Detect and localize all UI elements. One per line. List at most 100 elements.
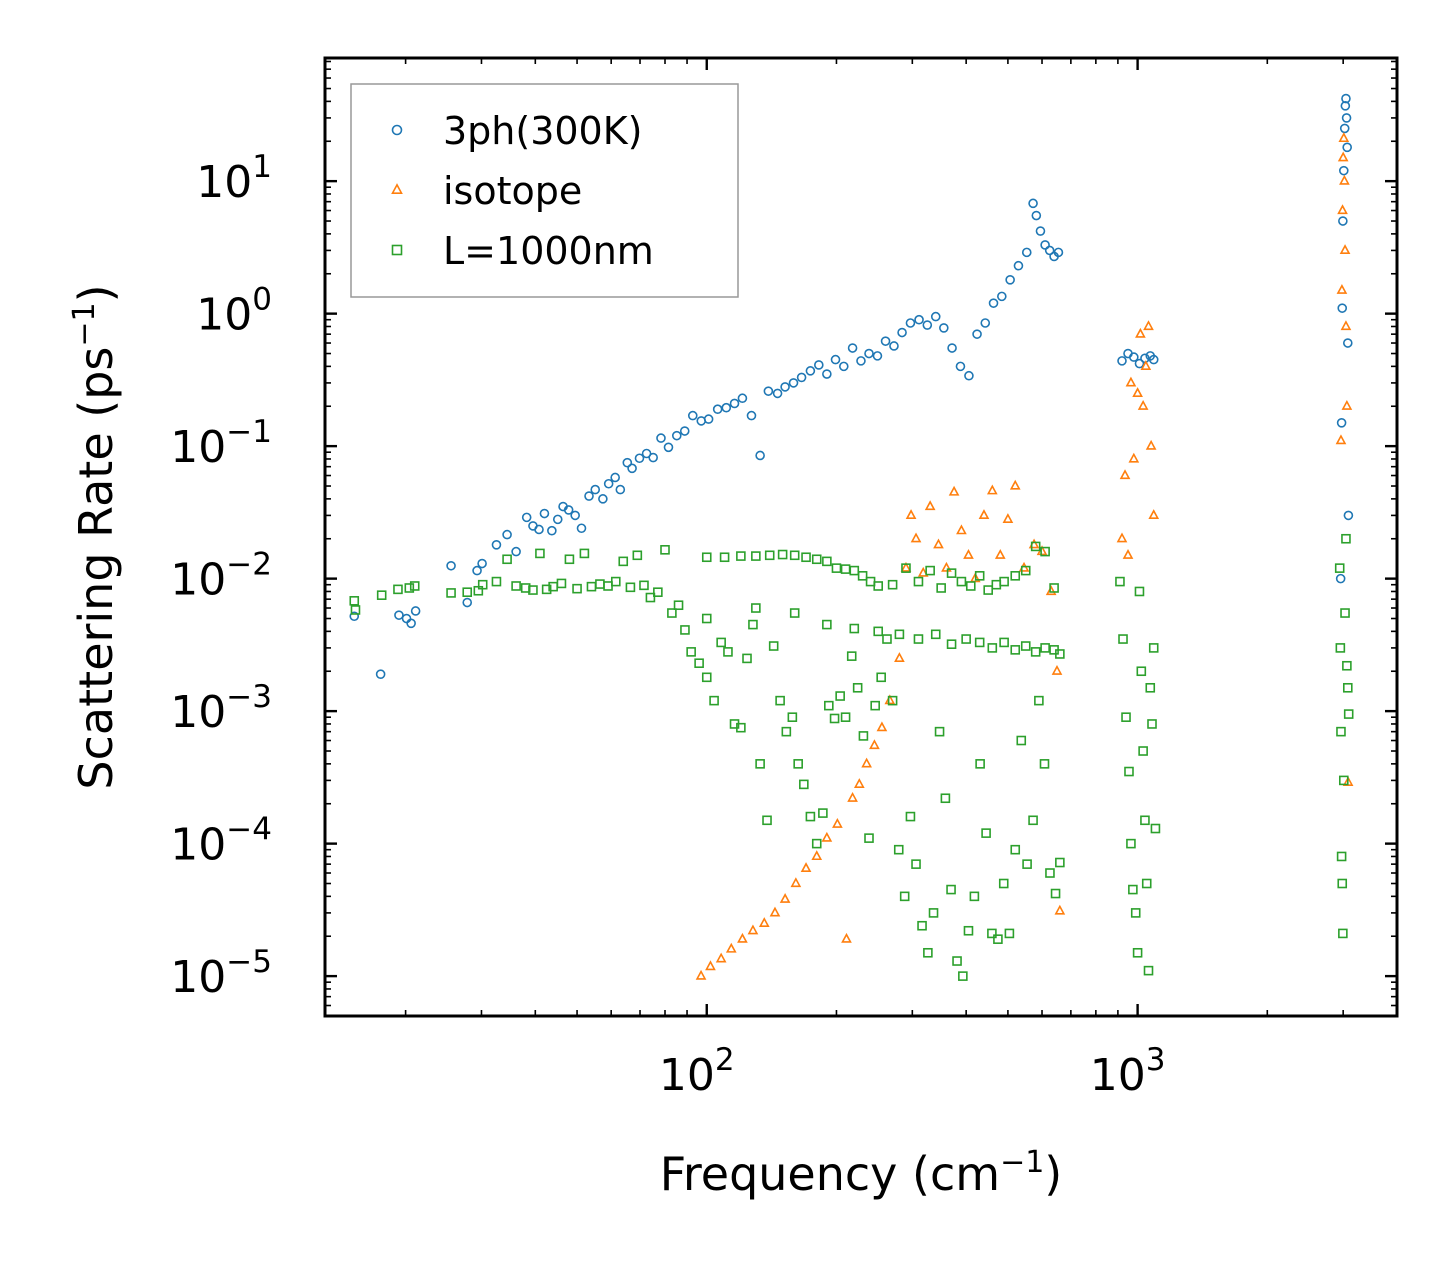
data-point [1010, 645, 1021, 655]
data-point [911, 859, 921, 869]
legend-marker [391, 183, 403, 194]
data-point [1339, 174, 1350, 185]
data-point [811, 838, 822, 849]
data-point [934, 726, 945, 737]
data-point [564, 554, 575, 565]
data-point [999, 576, 1009, 587]
data-point [941, 561, 952, 572]
data-point [618, 556, 629, 567]
data-point [746, 410, 757, 421]
y-tick-label: 10−4 [170, 812, 272, 871]
data-point [787, 712, 798, 722]
data-point [539, 508, 550, 519]
data-point [986, 484, 998, 495]
data-point [751, 603, 761, 613]
data-point [768, 641, 779, 651]
data-point [1122, 549, 1134, 559]
data-point [1148, 509, 1160, 520]
data-point [1022, 859, 1032, 869]
data-point [872, 351, 883, 361]
data-point [446, 588, 456, 598]
data-point [905, 811, 916, 822]
data-point [1342, 338, 1353, 348]
x-tick-label: 102 [659, 1042, 735, 1101]
data-point [1128, 452, 1140, 463]
data-point [981, 828, 991, 838]
data-point [983, 585, 993, 595]
data-point [576, 523, 587, 534]
data-point [1005, 275, 1015, 285]
data-point [988, 298, 999, 308]
data-point [1050, 888, 1061, 899]
data-point [994, 549, 1006, 559]
data-point [987, 928, 997, 939]
data-point [639, 580, 649, 591]
legend-marker [391, 244, 403, 256]
data-point [1119, 469, 1131, 480]
data-point [793, 759, 803, 769]
data-point [615, 484, 626, 495]
data-point [590, 484, 601, 495]
data-point [541, 584, 552, 595]
data-point [1118, 634, 1128, 644]
data-point [805, 366, 816, 376]
data-point [1013, 260, 1024, 271]
data-point [849, 623, 860, 634]
data-point [956, 576, 967, 587]
data-point [1336, 851, 1347, 862]
data-point [729, 398, 740, 409]
data-point [1342, 142, 1352, 153]
data-point [887, 579, 898, 590]
data-point [1336, 726, 1346, 737]
data-point [1337, 204, 1348, 215]
data-point [818, 808, 828, 818]
data-point [1126, 838, 1136, 849]
data-point [736, 722, 746, 733]
data-point [952, 956, 962, 966]
data-point [491, 540, 502, 550]
data-point [1145, 682, 1156, 693]
data-point [1334, 563, 1345, 573]
data-point [1124, 766, 1134, 777]
data-point [838, 361, 849, 372]
data-point [1030, 541, 1041, 552]
x-tick-label: 103 [1090, 1042, 1166, 1101]
data-point [1125, 376, 1137, 387]
data-point [1341, 399, 1353, 410]
data-point [1147, 719, 1157, 729]
data-point [788, 378, 799, 388]
data-point [1343, 510, 1354, 521]
data-point [1343, 709, 1354, 719]
data-point [1021, 247, 1032, 258]
data-point [1335, 643, 1346, 653]
data-point [861, 757, 872, 768]
data-point [1336, 418, 1347, 428]
data-point [963, 549, 974, 559]
data-point [758, 917, 770, 927]
data-point [969, 891, 980, 902]
data-point [1335, 434, 1347, 445]
data-point [1143, 965, 1154, 976]
data-point [1055, 649, 1065, 659]
data-point [1135, 327, 1146, 338]
data-point [511, 581, 521, 591]
data-point [772, 388, 783, 399]
data-point [1341, 533, 1351, 544]
data-point [900, 561, 912, 572]
data-point [1148, 643, 1159, 653]
data-point [930, 311, 941, 322]
data-point [1040, 546, 1050, 557]
data-point [831, 563, 842, 573]
data-point [974, 637, 985, 648]
data-point [1045, 868, 1055, 878]
data-point [660, 545, 670, 555]
data-point [502, 529, 512, 540]
data-point [598, 494, 608, 504]
data-point [905, 318, 916, 328]
data-point [703, 414, 714, 424]
data-point [528, 585, 538, 595]
data-point [747, 924, 759, 935]
data-point [814, 360, 824, 370]
data-point [1140, 360, 1152, 370]
